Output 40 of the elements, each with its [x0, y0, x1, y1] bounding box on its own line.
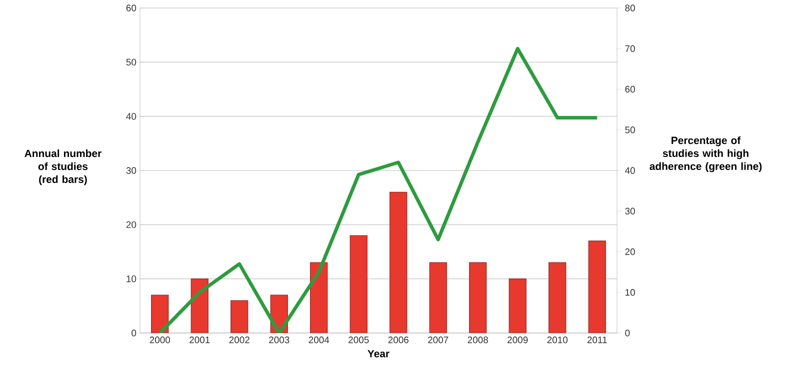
y-tick-label: 20 — [126, 221, 136, 228]
y-tick-label: 50 — [126, 58, 136, 66]
y-tick-label: 0 — [132, 330, 136, 336]
x-tick-label: 2011 — [587, 336, 607, 344]
bar — [548, 262, 566, 333]
y2-tick-label: 20 — [625, 248, 635, 256]
y-tick-label: 10 — [126, 275, 136, 282]
bar — [350, 235, 368, 333]
y2-tick-label: 40 — [625, 167, 635, 174]
x-tick-label: 2010 — [547, 336, 568, 344]
y-tick-label: 30 — [126, 167, 136, 174]
x-axis-title: Year — [368, 350, 390, 358]
y-tick-label: 40 — [126, 112, 136, 120]
line-series — [158, 46, 599, 333]
x-tick-label: 2004 — [308, 336, 330, 344]
y-axis-title: Annual number of studies (red bars) — [24, 149, 102, 186]
x-tick-label: 2005 — [348, 336, 369, 344]
y2-tick-label: 60 — [625, 86, 635, 93]
y-tick-label: 60 — [126, 4, 136, 12]
y2-tick-label: 0 — [625, 330, 630, 336]
bar — [469, 262, 487, 333]
x-tick-label: 2008 — [468, 336, 488, 344]
x-tick-label: 2007 — [428, 336, 448, 344]
y2-tick-label: 50 — [625, 126, 635, 134]
x-tick-label: 2003 — [269, 336, 290, 344]
bar — [429, 262, 447, 333]
x-tick-label: 2009 — [508, 336, 528, 344]
y2-tick-label: 80 — [625, 4, 635, 12]
x-tick-label: 2002 — [229, 336, 250, 344]
bar — [508, 278, 526, 333]
bar — [588, 240, 606, 333]
bar — [230, 300, 248, 333]
x-tick-label: 2000 — [150, 336, 170, 344]
x-tick-label: 2001 — [190, 336, 210, 344]
y2-tick-label: 30 — [625, 208, 635, 214]
y2-axis-title: Percentage of studies with high adherence (green line) — [650, 136, 762, 172]
y2-tick-label: 70 — [625, 45, 635, 52]
bar — [390, 192, 408, 333]
y2-tick-label: 10 — [626, 289, 635, 296]
x-tick-label: 2006 — [388, 336, 408, 344]
